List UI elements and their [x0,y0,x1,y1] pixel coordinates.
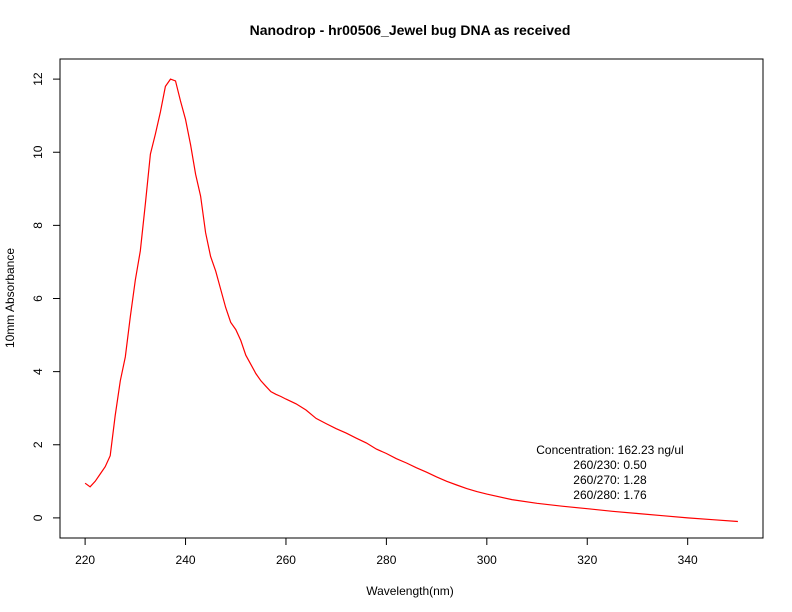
y-tick-label: 6 [31,295,45,302]
series-layer [84,78,738,523]
x-tick-label: 280 [376,553,396,567]
x-tick-label: 260 [276,553,296,567]
annotation-260-230: 260/230: 0.50 [573,458,647,472]
x-tick-label: 220 [75,553,95,567]
y-tick-label: 4 [31,368,45,375]
annotation-block: Concentration: 162.23 ng/ul 260/230: 0.5… [536,443,683,502]
x-axis-label: Wavelength(nm) [366,584,454,598]
annotation-260-270: 260/270: 1.28 [573,473,647,487]
chart-title: Nanodrop - hr00506_Jewel bug DNA as rece… [250,22,571,38]
annotation-260-280: 260/280: 1.76 [573,488,647,502]
y-tick-label: 8 [31,222,45,229]
y-tick-label: 2 [31,441,45,448]
x-tick-label: 300 [477,553,497,567]
y-tick-label: 12 [31,72,45,86]
x-axis: 220 240 260 280 300 320 340 [75,537,698,567]
x-tick-label: 240 [176,553,196,567]
annotation-concentration: Concentration: 162.23 ng/ul [536,443,683,457]
absorbance-series-line [84,78,738,523]
y-axis-label: 10mm Absorbance [3,248,17,348]
x-tick-label: 320 [577,553,597,567]
x-tick-label: 340 [678,553,698,567]
y-axis: 0 2 4 6 8 10 12 [31,72,61,521]
plot-frame [59,58,764,539]
y-tick-label: 0 [31,514,45,521]
y-tick-label: 10 [31,145,45,159]
